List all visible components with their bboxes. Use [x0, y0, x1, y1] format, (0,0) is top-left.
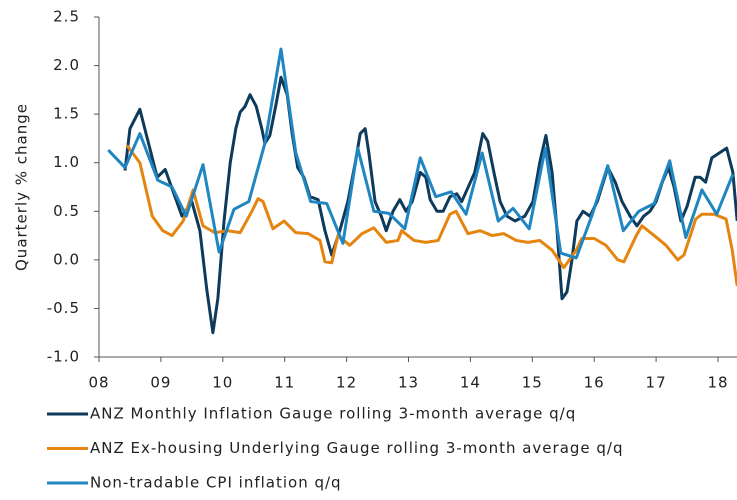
x-tick-label: 12 [336, 374, 357, 392]
x-tick-label: 18 [707, 374, 728, 392]
x-tick-label: 09 [150, 374, 171, 392]
y-tick-label: 0.0 [53, 250, 80, 268]
x-tick-label: 10 [212, 374, 233, 392]
series-line [107, 47, 735, 260]
x-tick-label: 15 [522, 374, 543, 392]
series-line [125, 144, 737, 287]
legend-label: ANZ Ex-housing Underlying Gauge rolling … [90, 439, 624, 457]
x-tick-label: 08 [88, 374, 109, 392]
y-tick-label: -0.5 [47, 299, 80, 317]
y-tick-label: 1.0 [53, 153, 80, 171]
y-axis-title: Quarterly % change [13, 103, 31, 271]
x-tick-label: 14 [460, 374, 481, 392]
y-tick-label: 2.5 [53, 8, 80, 26]
y-tick-label: 0.5 [53, 202, 80, 220]
x-tick-label: 16 [584, 374, 605, 392]
y-tick-label: -1.0 [47, 348, 80, 366]
y-tick-label: 1.5 [53, 105, 80, 123]
x-tick-label: 17 [646, 374, 667, 392]
x-tick-label: 13 [398, 374, 419, 392]
x-tick-label: 11 [274, 374, 295, 392]
legend-label: Non-tradable CPI inflation q/q [90, 474, 342, 492]
y-tick-label: 2.0 [53, 56, 80, 74]
legend-label: ANZ Monthly Inflation Gauge rolling 3-mo… [90, 405, 576, 423]
series-line [123, 75, 737, 335]
plot-area [107, 47, 737, 335]
